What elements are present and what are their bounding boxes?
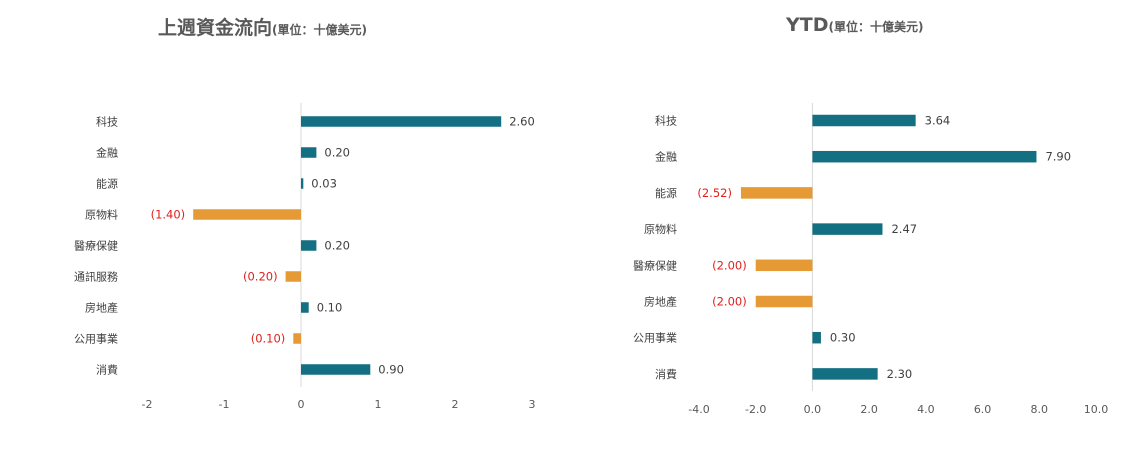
chart-title: YTD(單位：十億美元) (785, 14, 923, 36)
chart-title: 上週資金流向(單位：十億美元) (158, 16, 367, 39)
chart-2: YTD(單位：十億美元) 科技 3.64 金融 7.90 能源 (2.52) 原物料 2.47 醫… (633, 14, 1108, 416)
category-label: 原物料 (644, 222, 677, 236)
data-label: (2.00) (712, 258, 747, 272)
category-label: 金融 (96, 146, 118, 160)
x-tick-label: 8.0 (1031, 403, 1049, 416)
bar-金融 (301, 147, 316, 158)
category-label: 能源 (655, 186, 677, 200)
category-label: 消費 (96, 363, 118, 377)
category-label: 通訊服務 (74, 270, 118, 284)
data-label: (0.10) (251, 332, 286, 346)
bar-房地產 (756, 296, 813, 308)
bar-原物料 (812, 223, 882, 235)
bar-醫療保健 (756, 260, 813, 272)
data-label: (1.40) (151, 208, 186, 222)
category-label: 公用事業 (633, 332, 677, 345)
bar-消費 (301, 364, 370, 375)
chart-title-unit: (單位：十億美元) (829, 19, 924, 34)
data-label: 0.20 (324, 146, 350, 160)
x-tick-label: -2.0 (745, 403, 766, 416)
bar-消費 (812, 368, 877, 380)
x-tick-label: -1 (219, 398, 230, 411)
chart-title-main: 上週資金流向 (158, 16, 272, 39)
bar-通訊服務 (286, 271, 301, 282)
data-label: 0.90 (378, 363, 404, 377)
x-tick-label: -4.0 (688, 403, 709, 416)
x-tick-label: 4.0 (917, 403, 935, 416)
chart-1: 上週資金流向(單位：十億美元) 科技 2.60 金融 0.20 能源 0.03 原物料 (1.4… (74, 16, 536, 411)
bar-能源 (301, 178, 303, 189)
category-label: 科技 (655, 114, 677, 128)
category-label: 醫療保健 (74, 239, 118, 253)
bar-醫療保健 (301, 240, 316, 251)
chart-title-unit: (單位：十億美元) (272, 22, 367, 37)
category-label: 科技 (96, 115, 118, 129)
data-label: 2.60 (509, 115, 535, 129)
data-label: 7.90 (1045, 150, 1071, 164)
bar-房地產 (301, 302, 309, 313)
x-tick-label: 1 (375, 398, 382, 411)
data-label: 0.30 (830, 331, 856, 345)
data-label: 2.30 (887, 367, 913, 381)
category-label: 金融 (655, 150, 677, 164)
data-label: 2.47 (891, 222, 917, 236)
category-label: 房地產 (85, 301, 118, 315)
category-label: 醫療保健 (633, 258, 677, 272)
x-tick-label: 3 (529, 398, 536, 411)
bar-科技 (812, 115, 915, 127)
category-label: 能源 (96, 177, 118, 191)
data-label: (2.52) (697, 186, 732, 200)
data-label: 3.64 (925, 114, 951, 128)
data-label: 0.20 (324, 239, 350, 253)
x-tick-label: 10.0 (1084, 403, 1109, 416)
bar-能源 (741, 187, 812, 199)
data-label: (2.00) (712, 295, 747, 309)
bar-科技 (301, 116, 501, 127)
data-label: 0.03 (311, 177, 337, 191)
category-label: 消費 (655, 367, 677, 381)
bar-公用事業 (812, 332, 821, 344)
data-label: 0.10 (317, 301, 343, 315)
category-label: 原物料 (85, 208, 118, 222)
x-tick-label: 2 (452, 398, 459, 411)
x-tick-label: 0 (298, 398, 305, 411)
bar-公用事業 (293, 333, 301, 344)
x-tick-label: 6.0 (974, 403, 992, 416)
bar-原物料 (193, 209, 301, 220)
x-tick-label: 2.0 (860, 403, 878, 416)
category-label: 房地產 (644, 295, 677, 309)
chart-title-main: YTD (785, 14, 829, 36)
category-label: 公用事業 (74, 333, 118, 346)
data-label: (0.20) (243, 270, 278, 284)
bar-金融 (812, 151, 1036, 163)
x-tick-label: 0.0 (804, 403, 822, 416)
x-tick-label: -2 (142, 398, 153, 411)
